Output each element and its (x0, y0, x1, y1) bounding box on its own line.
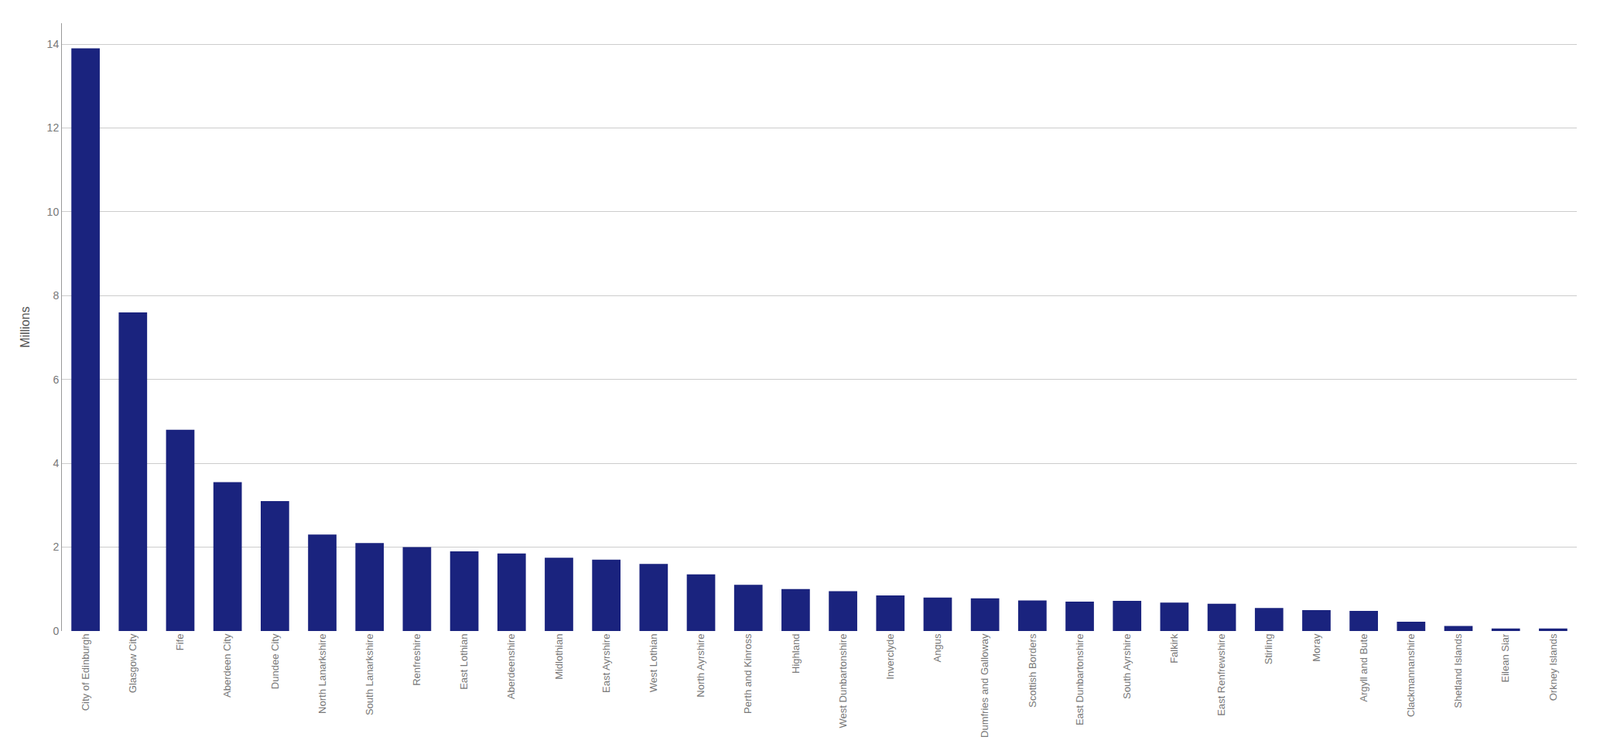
svg-text:Orkney Islands: Orkney Islands (1547, 633, 1559, 701)
svg-text:Glasgow City: Glasgow City (126, 633, 139, 694)
svg-text:Eilean Siar: Eilean Siar (1499, 633, 1512, 684)
svg-text:Argyll and Bute: Argyll and Bute (1357, 634, 1370, 703)
svg-text:South Ayrshire: South Ayrshire (1121, 634, 1133, 700)
svg-text:Millions: Millions (18, 306, 32, 348)
svg-text:8: 8 (52, 289, 59, 302)
svg-text:Highland: Highland (789, 634, 802, 674)
svg-text:4: 4 (52, 457, 59, 470)
svg-text:6: 6 (52, 373, 59, 387)
svg-text:10: 10 (47, 205, 60, 219)
svg-text:East Ayrshire: East Ayrshire (600, 634, 612, 694)
svg-text:Clackmannanshire: Clackmannanshire (1405, 634, 1417, 718)
svg-text:City of Edinburgh: City of Edinburgh (79, 634, 92, 712)
svg-text:Renfreshire: Renfreshire (410, 634, 423, 687)
svg-text:Angus: Angus (931, 633, 944, 663)
svg-text:Midlothian: Midlothian (553, 634, 565, 681)
svg-text:South Lanarkshire: South Lanarkshire (363, 634, 376, 717)
svg-text:Dundee City: Dundee City (269, 633, 281, 690)
svg-text:0: 0 (52, 625, 59, 638)
svg-text:East Dunbartonshire: East Dunbartonshire (1073, 634, 1086, 727)
svg-text:Inverclyde: Inverclyde (884, 634, 896, 681)
svg-text:North Ayrshire: North Ayrshire (694, 634, 707, 698)
svg-text:Dumfries and Galloway: Dumfries and Galloway (978, 633, 991, 739)
svg-text:West Lothian: West Lothian (647, 634, 660, 694)
svg-text:12: 12 (47, 121, 60, 134)
svg-text:Perth and Kinross: Perth and Kinross (741, 633, 754, 715)
svg-text:East Lothian: East Lothian (458, 634, 470, 691)
svg-text:North Lanarkshire: North Lanarkshire (316, 634, 329, 715)
svg-text:Aberdeen City: Aberdeen City (221, 633, 233, 698)
svg-text:Falkirk: Falkirk (1168, 633, 1180, 664)
svg-text:Scottish Borders: Scottish Borders (1026, 633, 1039, 708)
svg-text:Stirling: Stirling (1263, 634, 1276, 666)
svg-text:14: 14 (47, 37, 60, 51)
svg-text:2: 2 (52, 540, 59, 554)
svg-text:East Renfrewshire: East Renfrewshire (1215, 634, 1228, 717)
svg-text:West Dunbartonshire: West Dunbartonshire (837, 634, 849, 729)
svg-text:Aberdeenshire: Aberdeenshire (505, 634, 518, 701)
svg-text:Fife: Fife (174, 634, 186, 652)
svg-text:Moray: Moray (1310, 633, 1323, 663)
svg-text:Shetland Islands: Shetland Islands (1452, 633, 1464, 709)
